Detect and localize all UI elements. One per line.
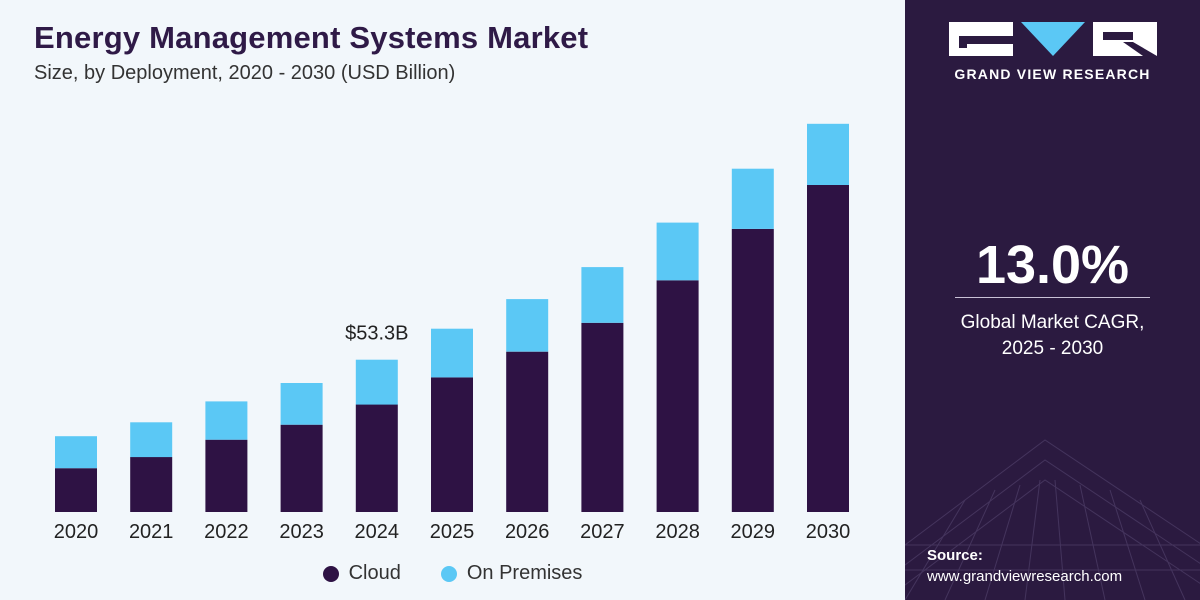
- cagr-divider: [955, 297, 1150, 298]
- brand-logo: GRAND VIEW RESEARCH: [945, 22, 1160, 82]
- chart-subtitle: Size, by Deployment, 2020 - 2030 (USD Bi…: [34, 62, 456, 84]
- bar-cloud-2027: [581, 322, 624, 512]
- brand-name: GRAND VIEW RESEARCH: [954, 66, 1151, 82]
- legend-item-on-premises: On Premises: [440, 562, 583, 585]
- legend-swatch-cloud: [322, 565, 339, 582]
- bar-cloud-2030: [807, 185, 849, 512]
- bar-cloud-2029: [731, 228, 774, 512]
- bar-cloud-2020: [55, 468, 97, 512]
- bar-on-premises-2025: [431, 328, 473, 378]
- x-tick-label-2020: 2020: [54, 521, 99, 543]
- x-tick-label-2027: 2027: [580, 521, 625, 543]
- x-tick-label-2023: 2023: [279, 521, 324, 543]
- bar-cloud-2028: [656, 280, 699, 512]
- logo-g-icon: [948, 22, 1013, 56]
- x-tick-label-2030: 2030: [806, 521, 851, 543]
- bar-on-premises-2020: [55, 436, 97, 469]
- sidebar-panel: GRAND VIEW RESEARCH 13.0% Global Market …: [905, 0, 1200, 600]
- bar-on-premises-2026: [506, 299, 549, 352]
- source-block: Source: www.grandviewresearch.com: [927, 545, 1122, 587]
- source-label: Source:: [927, 547, 983, 564]
- bar-on-premises-2023: [280, 383, 323, 425]
- x-tick-label-2029: 2029: [731, 521, 776, 543]
- bar-on-premises-2021: [130, 422, 173, 458]
- decorative-grid: [905, 439, 1200, 600]
- legend-swatch-on-premises: [440, 565, 457, 582]
- stacked-bar-chart: 2020 2021 2022 2023 2024 $53.3B 2025 2026 2027 20…: [54, 123, 851, 543]
- bar-cloud-2026: [506, 351, 549, 512]
- chart-title: Energy Management Systems Market: [34, 20, 589, 55]
- legend-label-cloud: Cloud: [348, 562, 401, 584]
- legend-item-cloud: Cloud: [322, 562, 401, 585]
- cagr-value: 13.0%: [975, 235, 1130, 295]
- bar-on-premises-2022: [205, 401, 248, 440]
- cagr-label-line2: 2025 - 2030: [1001, 338, 1104, 359]
- source-url[interactable]: www.grandviewresearch.com: [927, 568, 1123, 585]
- x-tick-label-2021: 2021: [129, 521, 174, 543]
- bar-cloud-2023: [280, 424, 323, 512]
- bar-on-premises-2029: [731, 168, 774, 229]
- chart-panel: Energy Management Systems Market Size, b…: [0, 0, 905, 600]
- chart-legend: Cloud On Premises: [0, 562, 905, 585]
- bar-on-premises-2030: [807, 123, 849, 185]
- bar-cloud-2025: [431, 377, 473, 512]
- x-tick-label-2028: 2028: [655, 521, 700, 543]
- bar-on-premises-2028: [656, 222, 699, 281]
- x-tick-label-2024: 2024: [355, 521, 400, 543]
- cagr-label-line1: Global Market CAGR,: [960, 312, 1145, 333]
- data-label-2024: $53.3B: [345, 323, 408, 345]
- x-tick-label-2022: 2022: [204, 521, 249, 543]
- bar-cloud-2024: [355, 404, 398, 512]
- legend-label-on-premises: On Premises: [466, 562, 583, 584]
- x-tick-label-2026: 2026: [505, 521, 550, 543]
- x-tick-label-2025: 2025: [430, 521, 475, 543]
- bar-on-premises-2027: [581, 267, 624, 323]
- bar-cloud-2022: [205, 439, 248, 512]
- bar-on-premises-2024: [355, 359, 398, 405]
- logo-r-icon: [1092, 22, 1157, 56]
- brand-logo-mark: [945, 22, 1160, 56]
- bar-cloud-2021: [130, 457, 173, 512]
- logo-v-icon: [1020, 22, 1085, 56]
- cagr-label: Global Market CAGR, 2025 - 2030: [905, 310, 1200, 362]
